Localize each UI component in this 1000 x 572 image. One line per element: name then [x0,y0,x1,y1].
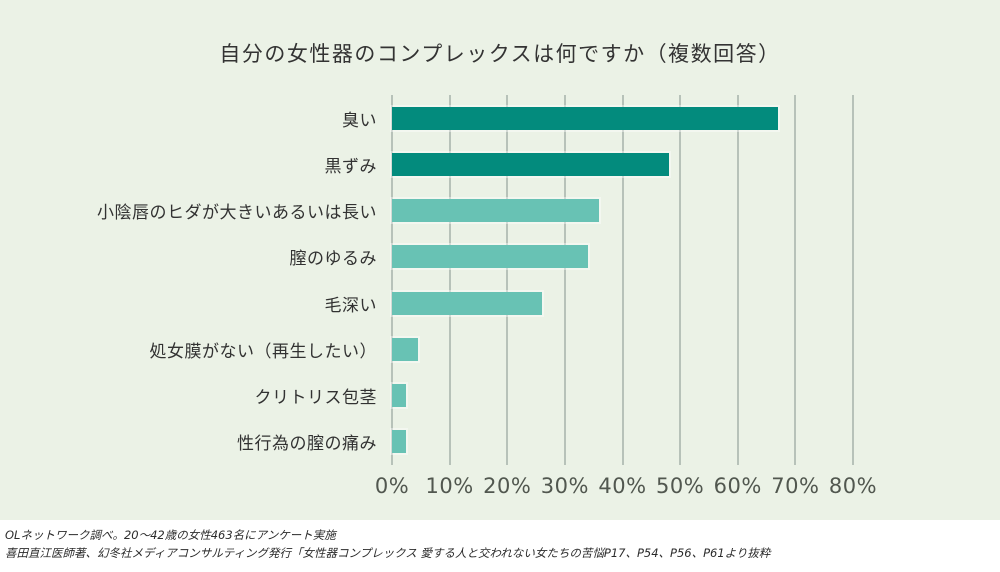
bar-track [392,245,853,269]
x-tick-label: 10% [425,474,474,498]
gridline-80% [852,95,854,465]
category-label: 性行為の膣の痛み [237,434,377,455]
source-line-2: 喜田直江医師著、幻冬社メディアコンサルティング発行「女性器コンプレックス 愛する… [5,545,771,560]
gridline-30% [563,95,566,465]
category-label: 黒ずみ [324,156,377,177]
x-tick-label: 70% [771,474,820,498]
bar-row: クリトリス包茎 [0,373,1000,419]
bar-row: 膣のゆるみ [0,234,1000,280]
bar-row: 毛深い [0,280,1000,326]
bar [392,199,600,223]
gridline-70% [794,95,797,465]
x-tick-label: 30% [540,474,589,498]
bar-row: 黒ずみ [0,141,1000,187]
bar [392,384,407,408]
bar [392,106,779,130]
chart-title: 自分の女性器のコンプレックスは何ですか（複数回答） [219,42,781,66]
x-tick-label: 80% [828,474,878,498]
bar-row: 処女膜がない（再生したい） [0,326,1000,372]
source-line-1: OLネットワーク調べ。20〜42歳の女性463名にアンケート実施 [5,528,336,542]
bar-row: 性行為の膣の痛み [0,419,1000,465]
bar [392,337,418,361]
bar [392,152,669,176]
gridline-40% [621,95,624,465]
x-tick-label: 0% [374,474,410,498]
category-label: クリトリス包茎 [254,388,377,409]
bar [392,245,588,269]
bar-track [392,106,853,130]
x-tick-label: 60% [713,474,762,498]
gridline-50% [679,95,682,465]
bar-track [392,430,853,454]
bar-row: 小陰唇のヒダが大きいあるいは長い [0,188,1000,234]
bar-row: 臭い [0,95,1000,141]
bar [392,291,542,315]
category-label: 膣のゆるみ [289,249,377,270]
category-label: 小陰唇のヒダが大きいあるいは長い [97,203,377,224]
category-label: 処女膜がない（再生したい） [149,341,377,362]
category-label: 毛深い [324,295,377,316]
x-tick-label: 50% [656,474,705,498]
bar-track [392,384,853,408]
gridlines [391,95,854,465]
gridline-0% [391,95,393,465]
chart-panel: 自分の女性器のコンプレックスは何ですか（複数回答） 臭い黒ずみ小陰唇のヒダが大き… [0,0,1000,520]
bar-track [392,199,853,223]
gridline-60% [736,95,739,465]
bar-chart: 臭い黒ずみ小陰唇のヒダが大きいあるいは長い膣のゆるみ毛深い処女膜がない（再生した… [0,95,1000,465]
category-label: 臭い [342,110,377,131]
bar [392,430,407,454]
bar-track [392,152,853,176]
x-tick-label: 20% [483,474,532,498]
x-tick-label: 40% [598,474,647,498]
gridline-20% [506,95,509,465]
x-axis: 0% 10% 20% 30% 40% 50% 60% 70% 80% [375,474,877,506]
gridline-10% [448,95,451,465]
bar-track [392,291,853,315]
source-note: OLネットワーク調べ。20〜42歳の女性463名にアンケート実施 喜田直江医師著… [0,520,1000,572]
bar-track [392,337,853,361]
